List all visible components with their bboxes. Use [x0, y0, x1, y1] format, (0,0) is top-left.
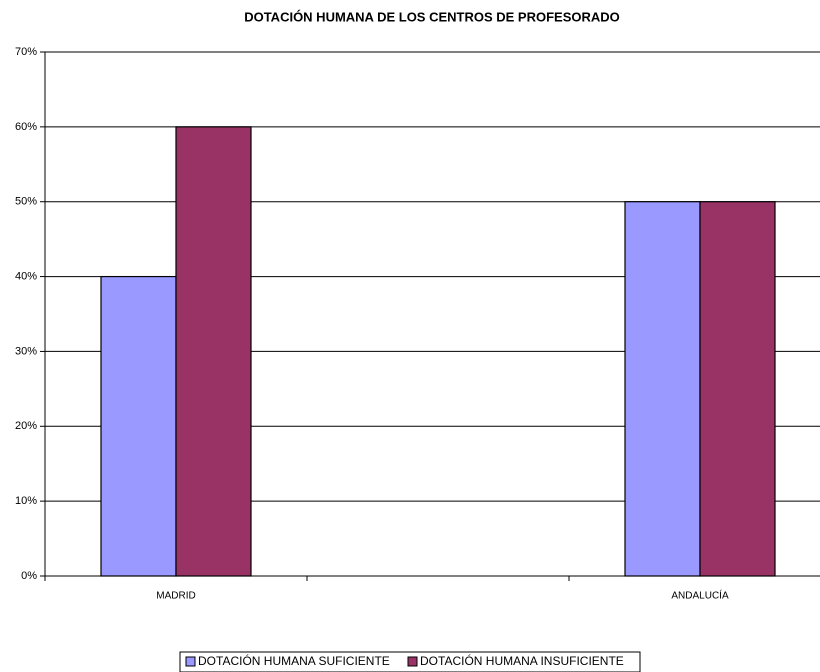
- y-tick-label: 10%: [15, 495, 37, 507]
- bar: [175, 126, 252, 577]
- chart-title: DOTACIÓN HUMANA DE LOS CENTROS DE PROFES…: [244, 9, 620, 24]
- x-tick-label: ANDALUCÍA: [671, 589, 729, 602]
- y-tick-label: 20%: [15, 420, 37, 432]
- bar: [624, 201, 701, 577]
- y-tick-label: 60%: [15, 121, 37, 133]
- y-tick-label: 50%: [15, 196, 37, 208]
- y-tick-label: 70%: [15, 46, 37, 58]
- y-tick-label: 30%: [15, 345, 37, 357]
- legend-swatch: [185, 656, 196, 667]
- x-tick-label: MADRID: [156, 591, 195, 602]
- y-tick-label: 0%: [21, 570, 37, 582]
- bar: [699, 201, 776, 577]
- legend-label: DOTACIÓN HUMANA SUFICIENTE: [198, 653, 390, 668]
- legend-swatch: [407, 656, 418, 667]
- legend-label: DOTACIÓN HUMANA INSUFICIENTE: [420, 653, 624, 668]
- bar: [100, 275, 177, 577]
- y-tick-label: 40%: [15, 270, 37, 282]
